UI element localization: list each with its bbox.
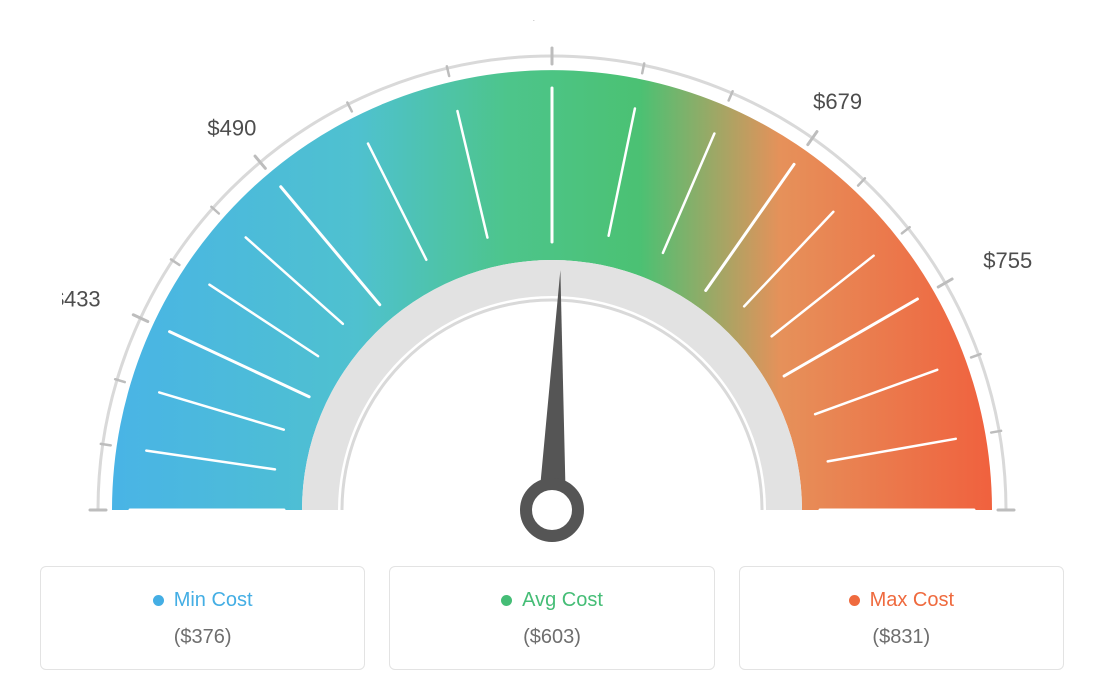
svg-text:$433: $433 xyxy=(62,287,101,312)
gauge-area: $376$433$490$603$679$755$831 xyxy=(0,0,1104,560)
legend-value-min: ($376) xyxy=(51,626,354,649)
svg-text:$490: $490 xyxy=(207,116,256,141)
gauge-chart-container: $376$433$490$603$679$755$831 Min Cost ($… xyxy=(0,0,1104,690)
legend-label-max: Max Cost xyxy=(870,589,954,612)
legend-label-min: Min Cost xyxy=(174,589,253,612)
legend-card-min: Min Cost ($376) xyxy=(40,566,365,670)
svg-text:$603: $603 xyxy=(528,20,577,24)
gauge-svg: $376$433$490$603$679$755$831 xyxy=(62,20,1042,560)
legend-title-avg: Avg Cost xyxy=(501,589,603,612)
legend-value-max: ($831) xyxy=(750,626,1053,649)
dot-max xyxy=(849,595,860,606)
legend-title-min: Min Cost xyxy=(153,589,253,612)
svg-text:$679: $679 xyxy=(813,89,862,114)
dot-avg xyxy=(501,595,512,606)
legend-row: Min Cost ($376) Avg Cost ($603) Max Cost… xyxy=(40,566,1064,670)
dot-min xyxy=(153,595,164,606)
legend-value-avg: ($603) xyxy=(400,626,703,649)
legend-card-avg: Avg Cost ($603) xyxy=(389,566,714,670)
legend-label-avg: Avg Cost xyxy=(522,589,603,612)
svg-text:$755: $755 xyxy=(983,248,1032,273)
legend-title-max: Max Cost xyxy=(849,589,954,612)
legend-card-max: Max Cost ($831) xyxy=(739,566,1064,670)
